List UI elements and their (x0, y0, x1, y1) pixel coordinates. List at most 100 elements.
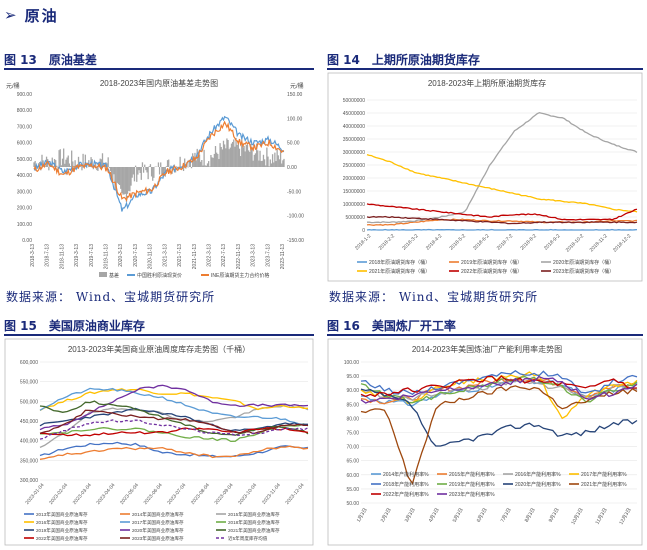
fig13-x-tick: 2019-3-13 (74, 244, 80, 267)
fig16-legend-label: 2015年产能利用率% (449, 471, 495, 478)
fig14-chart: 2018-2023年上期所原油期货库存 0 5000000 10000000 15000… (327, 72, 643, 282)
fig13-x-tick: 2019-7-13 (89, 244, 95, 267)
fig13-x-tick: 2021-7-13 (177, 244, 183, 267)
fig16-series-line (360, 375, 638, 404)
fig13-yleft-tick: 600.00 (17, 141, 33, 147)
fig16-x-tick: 2月3日 (380, 507, 393, 523)
fig13-yright-tick: 50.00 (287, 141, 300, 147)
fig13-yleft-tick: 900.00 (17, 92, 33, 98)
fig14-frame (327, 72, 643, 282)
fig16-series-line (360, 370, 638, 396)
fig13-yright-tick: 100.00 (287, 116, 303, 122)
fig13-x-tick: 2023-7-13 (265, 244, 271, 267)
fig16-title: 图 16 美国炼厂开工率 (327, 316, 643, 336)
fig14-legend-label: 2020年原油期货库存（桶） (553, 259, 614, 266)
fig13-x-tick: 2019-11-13 (104, 244, 110, 269)
fig16-y-tick: 60.00 (346, 473, 359, 479)
fig15-series-line (39, 419, 309, 440)
fig16-y-tick: 90.00 (346, 388, 359, 394)
fig14-series-line (366, 215, 638, 225)
fig15-series-line (39, 427, 309, 437)
fig13-legend-label: 中国胜利原油现货价 (137, 272, 182, 279)
fig14-series-line (366, 112, 638, 224)
fig13-x-tick: 2022-3-13 (206, 244, 212, 267)
fig13-chart: 2018-2023年国内原油基差走势图 元/桶 元/桶 0.00 100.00 200.0… (4, 72, 314, 282)
fig14-y-tick: 35000000 (343, 137, 365, 143)
fig14-x-tick: 2018-1-2 (354, 233, 373, 252)
fig16-x-tick: 8月3日 (524, 507, 537, 523)
fig15-series-line (39, 387, 309, 426)
fig16-series-line (360, 378, 638, 401)
fig16-legend-label: 2018年产能利用率% (383, 481, 429, 488)
fig16-x-tick: 1月3日 (356, 507, 369, 523)
fig13-yright-tick: -150.00 (287, 238, 304, 244)
fig15-x-tick: 2023-05-04 (119, 482, 140, 506)
fig15-x-tick: 2023-07-04 (166, 482, 187, 506)
fig16-legend-label: 2020年产能利用率% (515, 481, 561, 488)
fig13-x-tick: 2021-3-13 (162, 244, 168, 267)
fig15-series-line (39, 445, 309, 460)
fig14-x-tick: 2018-9-2 (543, 233, 562, 252)
fig15-y-tick: 350,000 (20, 458, 38, 464)
fig14-y-tick: 15000000 (343, 189, 365, 195)
fig15-legend-label: 2021年美国商业原油库存 (228, 527, 280, 534)
fig13-svg: 2018-2023年国内原油基差走势图 元/桶 元/桶 0.00 100.00 200.0… (6, 78, 304, 279)
fig14-chart-title: 2018-2023年上期所原油期货库存 (428, 78, 546, 88)
fig13-x-tick: 2023-11-13 (280, 244, 286, 269)
fig13-x-tick: 2018-7-13 (45, 244, 51, 267)
fig15-y-tick: 450,000 (20, 419, 38, 425)
fig14-legend-label: 2022年原油期货库存（桶） (461, 268, 522, 275)
fig15-legend-label: 2016年美国商业原油库存 (36, 519, 88, 526)
fig15-x-tick: 2023-04-04 (95, 482, 116, 506)
fig15-legend-label: 2022年美国商业原油库存 (36, 535, 88, 542)
fig16-legend-label: 2016年产能利用率% (515, 471, 561, 478)
fig15-x-tick: 2023-09-04 (214, 482, 235, 506)
fig13-yleft-tick: 400.00 (17, 173, 33, 179)
fig14-y-tick: 5000000 (346, 215, 366, 221)
fig15-y-tick: 600,000 (20, 360, 38, 366)
fig13-yright-tick: -50.00 (287, 189, 301, 195)
fig15-y-tick: 300,000 (20, 478, 38, 484)
fig15-x-tick: 2023-06-04 (143, 482, 164, 506)
fig14-svg: 2018-2023年上期所原油期货库存 0 5000000 10000000 15000… (327, 72, 643, 282)
fig16-y-tick: 55.00 (346, 487, 359, 493)
fig15-legend-label: 2020年美国商业原油库存 (132, 527, 184, 534)
fig16-y-tick: 75.00 (346, 431, 359, 437)
fig13-x-tick: 2021-11-13 (192, 244, 198, 269)
fig14-x-tick: 2018-2-2 (378, 233, 397, 252)
fig13-source: 数据来源： Wind、宝城期货研究所 (6, 290, 216, 304)
fig15-series-line (39, 441, 309, 458)
fig16-legend-label: 2022年产能利用率% (383, 491, 429, 498)
fig15-y-tick: 500,000 (20, 399, 38, 405)
fig14-title: 图 14 上期所原油期货库存 (327, 50, 643, 70)
fig15-chart-title: 2013-2023年美国商业原油周度库存走势图（千桶） (68, 344, 250, 354)
fig15-series-line (39, 384, 309, 431)
fig16-y-tick: 80.00 (346, 416, 359, 422)
fig15-y-tick: 400,000 (20, 439, 38, 445)
fig15-caption: 美国原油商业库存 (48, 318, 145, 333)
fig15-frame (4, 338, 314, 546)
fig13-yleft-tick: 800.00 (17, 108, 33, 114)
fig15-series-line (39, 409, 309, 435)
fig14-y-tick: 40000000 (343, 124, 365, 130)
fig14-legend-label: 2018年原油期货库存（桶） (369, 259, 430, 266)
fig13-x-tick: 2020-7-13 (133, 244, 139, 267)
fig13-yright-unit: 元/桶 (290, 82, 304, 90)
fig13-yleft-tick: 500.00 (17, 157, 33, 163)
fig13-caption: 原油基差 (48, 52, 97, 67)
fig16-series-line (360, 378, 638, 407)
fig14-series-line (366, 228, 638, 231)
fig14-x-tick: 2018-4-2 (425, 233, 444, 252)
fig15-legend-label: 2015年美国商业原油库存 (228, 511, 280, 518)
fig14-y-tick: 25000000 (343, 163, 365, 169)
fig15-x-tick: 2023-11-04 (261, 482, 282, 505)
fig15-number: 图 15 (4, 318, 37, 333)
fig14-y-tick: 10000000 (343, 202, 365, 208)
fig13-x-tick: 2023-3-13 (251, 244, 257, 267)
fig13-number: 图 13 (4, 52, 37, 67)
fig14-source: 数据来源： Wind、宝城期货研究所 (329, 290, 539, 304)
fig13-x-tick: 2018-11-13 (59, 244, 65, 269)
fig15-legend-label: 近5年周度库存均值 (228, 535, 268, 542)
fig13-yright-tick: 150.00 (287, 92, 303, 98)
fig16-chart: 2014-2023年美国炼油厂产能利用率走势图 50.00 55.00 60.00 65… (327, 338, 643, 546)
